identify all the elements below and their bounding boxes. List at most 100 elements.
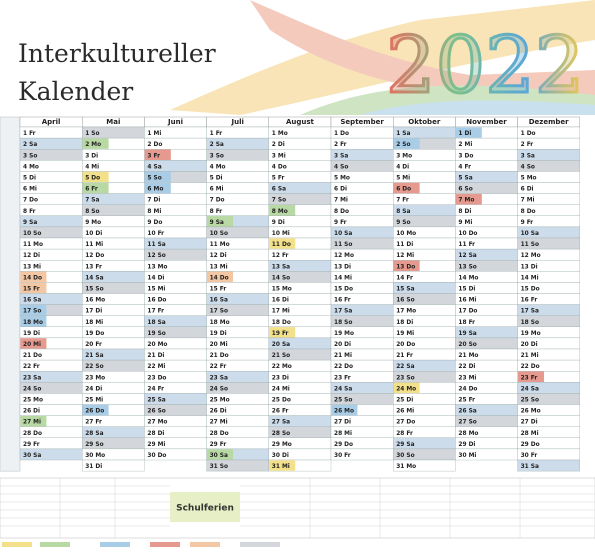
holiday-highlight [20, 271, 47, 283]
day-label: 21 So [272, 351, 290, 359]
day-label: 6 Fr [85, 185, 98, 193]
day-label: 2 Sa [210, 140, 224, 148]
day-label: 19 Di [23, 329, 40, 337]
day-label: 22 Do [521, 362, 540, 370]
day-cell [268, 459, 332, 472]
day-label: 24 Sa [521, 384, 539, 392]
day-label: 26 Di [23, 407, 40, 415]
day-label: 11 Mo [23, 240, 43, 248]
day-label: 27 Mi [210, 418, 228, 426]
day-label: 6 So [458, 185, 472, 193]
day-label: 7 Do [23, 196, 38, 204]
day-label: 13 So [458, 262, 476, 270]
day-label: 13 Do [396, 262, 415, 270]
holiday-highlight [455, 127, 482, 138]
day-label: 15 Fr [23, 284, 40, 292]
day-label: 20 Sa [272, 340, 290, 348]
day-label: 2 Fr [334, 140, 347, 148]
day-label: 28 Do [210, 429, 229, 437]
day-label: 12 Fr [272, 251, 289, 259]
day-label: 14 Di [147, 273, 164, 281]
day-label: 17 Sa [334, 307, 352, 315]
day-label: 16 So [396, 296, 414, 304]
day-label: 10 Sa [521, 229, 539, 237]
year: 2022 [386, 21, 585, 111]
day-label: 26 Do [85, 407, 104, 415]
day-label: 31 Di [85, 462, 102, 470]
day-label: 10 Fr [147, 229, 164, 237]
day-label: 20 Mo [147, 340, 167, 348]
day-label: 22 Mo [272, 362, 292, 370]
day-label: 23 Fr [521, 373, 538, 381]
day-label: 6 Mi [23, 185, 37, 193]
day-label: 10 Sa [334, 229, 352, 237]
day-label: 8 Mo [272, 207, 288, 215]
holiday-highlight [393, 182, 420, 194]
day-label: 10 So [23, 229, 41, 237]
holiday-highlight [393, 138, 420, 149]
day-label: 8 Mi [147, 207, 161, 215]
day-label: 8 Di [458, 207, 471, 215]
day-label: 26 Mi [396, 407, 414, 415]
day-label: 10 Mo [396, 229, 416, 237]
day-label: 18 So [521, 318, 539, 326]
day-label: 10 Mi [272, 229, 290, 237]
day-label: 31 So [210, 462, 228, 470]
day-label: 28 Fr [396, 429, 413, 437]
school-holidays-label: Schulferien [176, 504, 234, 514]
day-label: 9 Mo [85, 218, 101, 226]
day-label: 15 Fr [210, 284, 227, 292]
day-label: 15 So [85, 284, 103, 292]
day-label: 24 Fr [147, 384, 164, 392]
day-label: 14 So [272, 273, 290, 281]
day-label: 30 Sa [23, 451, 41, 459]
day-label: 29 Sa [396, 440, 414, 448]
day-label: 3 Sa [334, 151, 348, 159]
day-label: 14 Do [210, 273, 229, 281]
day-label: 14 Sa [85, 273, 103, 281]
march-partial [0, 116, 21, 472]
day-label: 17 Do [458, 307, 477, 315]
day-label: 3 Sa [521, 151, 535, 159]
day-label: 6 Do [396, 185, 411, 193]
day-label: 5 Mo [334, 173, 350, 181]
day-label: 7 So [272, 196, 286, 204]
day-label: 21 Fr [396, 351, 413, 359]
day-label: 14 Do [23, 273, 42, 281]
day-label: 23 Do [147, 373, 166, 381]
day-label: 25 Di [396, 395, 413, 403]
day-label: 28 Do [23, 429, 42, 437]
day-label: 21 Do [210, 351, 229, 359]
day-label: 6 Sa [272, 185, 286, 193]
day-cell [517, 459, 580, 472]
day-label: 29 Fr [23, 440, 40, 448]
holiday-highlight [206, 216, 234, 227]
day-label: 30 Mi [458, 451, 476, 459]
day-label: 15 Do [334, 284, 353, 292]
day-label: 19 Mi [396, 329, 414, 337]
day-label: 7 Mi [334, 196, 348, 204]
day-label: 7 Di [147, 196, 160, 204]
day-label: 20 Mi [23, 340, 41, 348]
day-label: 8 Do [521, 207, 536, 215]
day-label: 3 So [210, 151, 224, 159]
day-label: 13 Fr [85, 262, 102, 270]
day-label: 11 Do [272, 240, 291, 248]
day-label: 27 So [458, 418, 476, 426]
day-label: 4 Di [396, 162, 409, 170]
day-label: 28 Sa [85, 429, 103, 437]
day-label: 7 Do [210, 196, 225, 204]
day-label: 17 Sa [521, 307, 539, 315]
day-label: 16 Sa [210, 296, 228, 304]
day-label: 17 Mi [272, 307, 290, 315]
day-label: 23 Mo [85, 373, 105, 381]
day-label: 26 Mo [334, 407, 354, 415]
holiday-highlight [269, 238, 296, 249]
day-label: 22 Mi [147, 362, 165, 370]
day-label: 26 Fr [272, 407, 289, 415]
day-label: 15 Mi [147, 284, 165, 292]
month-name: August [286, 118, 315, 126]
day-label: 1 Di [458, 129, 471, 137]
month-name: Juli [231, 118, 244, 126]
day-label: 25 Mo [23, 395, 43, 403]
